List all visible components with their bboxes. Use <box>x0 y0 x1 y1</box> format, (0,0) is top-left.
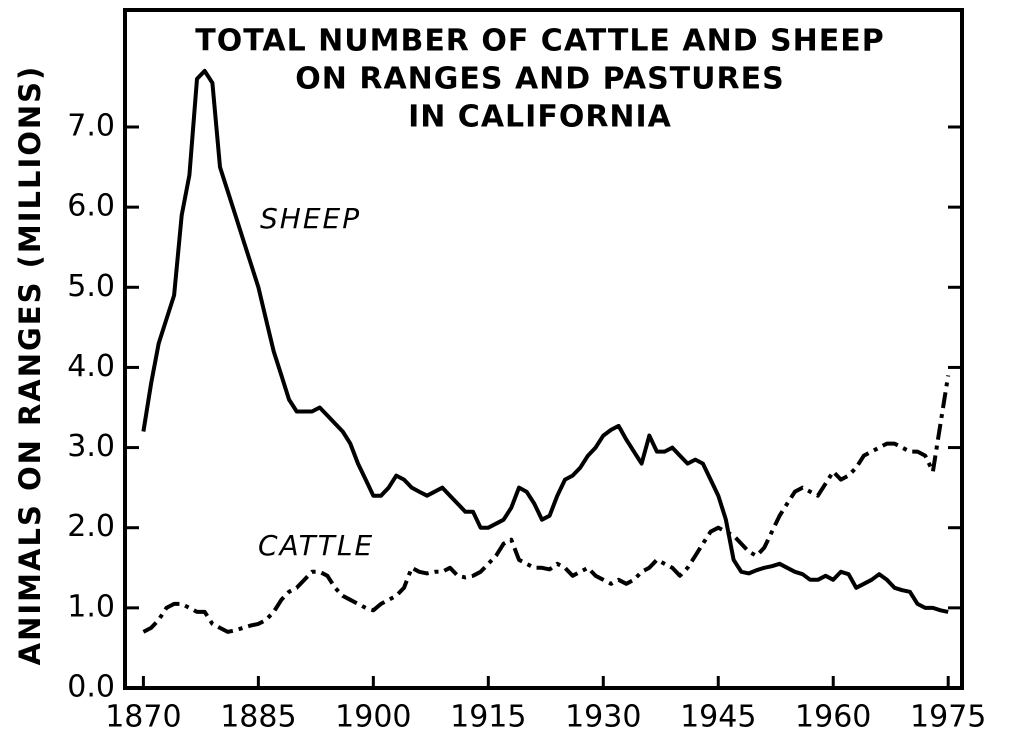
chart-title: TOTAL NUMBER OF CATTLE AND SHEEP <box>195 24 884 59</box>
x-tick-label: 1870 <box>105 700 181 735</box>
x-tick-label: 1975 <box>910 700 986 735</box>
y-tick-label: 1.0 <box>67 589 115 624</box>
x-tick-label: 1900 <box>335 700 411 735</box>
y-tick-label: 5.0 <box>67 269 115 304</box>
series-line <box>142 375 951 634</box>
y-tick-label: 7.0 <box>67 109 115 144</box>
plot-frame <box>123 8 964 690</box>
series-annotation: CATTLE <box>258 529 374 562</box>
y-tick-label: 0.0 <box>67 670 115 705</box>
y-axis-label: ANIMALS ON RANGES (MILLIONS) <box>13 65 47 666</box>
y-tick-label: 6.0 <box>67 189 115 224</box>
x-tick-label: 1885 <box>220 700 296 735</box>
chart-title: IN CALIFORNIA <box>408 100 672 135</box>
x-tick-label: 1960 <box>795 700 871 735</box>
x-tick-label: 1930 <box>565 700 641 735</box>
chart-title: ON RANGES AND PASTURES <box>295 62 784 97</box>
y-tick-label: 2.0 <box>67 509 115 544</box>
series-line <box>141 68 949 614</box>
x-tick-label: 1915 <box>450 700 526 735</box>
x-tick-label: 1945 <box>680 700 756 735</box>
y-tick-label: 3.0 <box>67 429 115 464</box>
y-tick-label: 4.0 <box>67 349 115 384</box>
series-annotation: SHEEP <box>260 202 361 235</box>
